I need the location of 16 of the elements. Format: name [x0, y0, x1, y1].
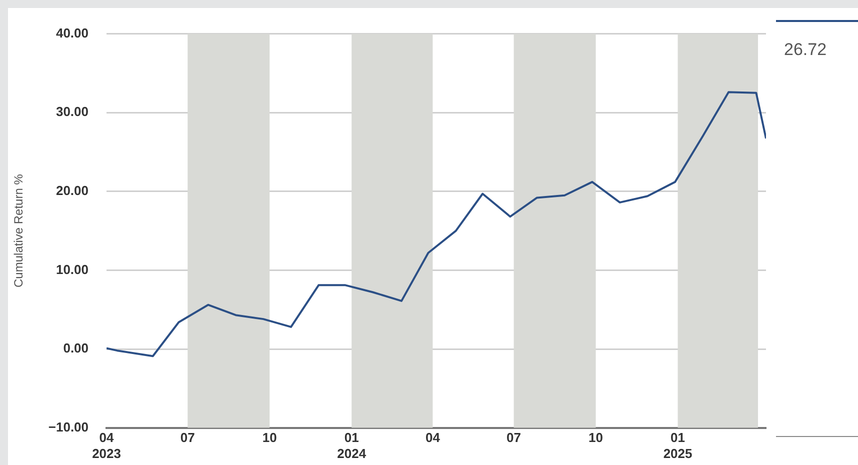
x-tick-label: 01 2025 [663, 430, 692, 461]
y-axis-title: Cumulative Return % [12, 174, 26, 288]
x-tick-label: 04 [425, 430, 441, 446]
x-tick-label: 07 [506, 430, 522, 446]
y-tick-label: −10.00 [48, 419, 89, 434]
x-tick-label: 04 2023 [92, 430, 121, 461]
x-tick-label: 10 [262, 430, 277, 446]
y-tick-label: 30.00 [56, 104, 89, 120]
x-tick-label: 01 2024 [337, 430, 367, 461]
x-tick-label: 10 [588, 430, 604, 446]
y-tick-label: 40.00 [56, 25, 89, 40]
x-tick-label: 07 [180, 430, 195, 446]
y-tick-label: 20.00 [56, 182, 89, 198]
text: 26.72 [784, 40, 827, 60]
y-tick-label: 0.00 [63, 340, 89, 356]
y-tick-label: 10.00 [56, 262, 89, 277]
